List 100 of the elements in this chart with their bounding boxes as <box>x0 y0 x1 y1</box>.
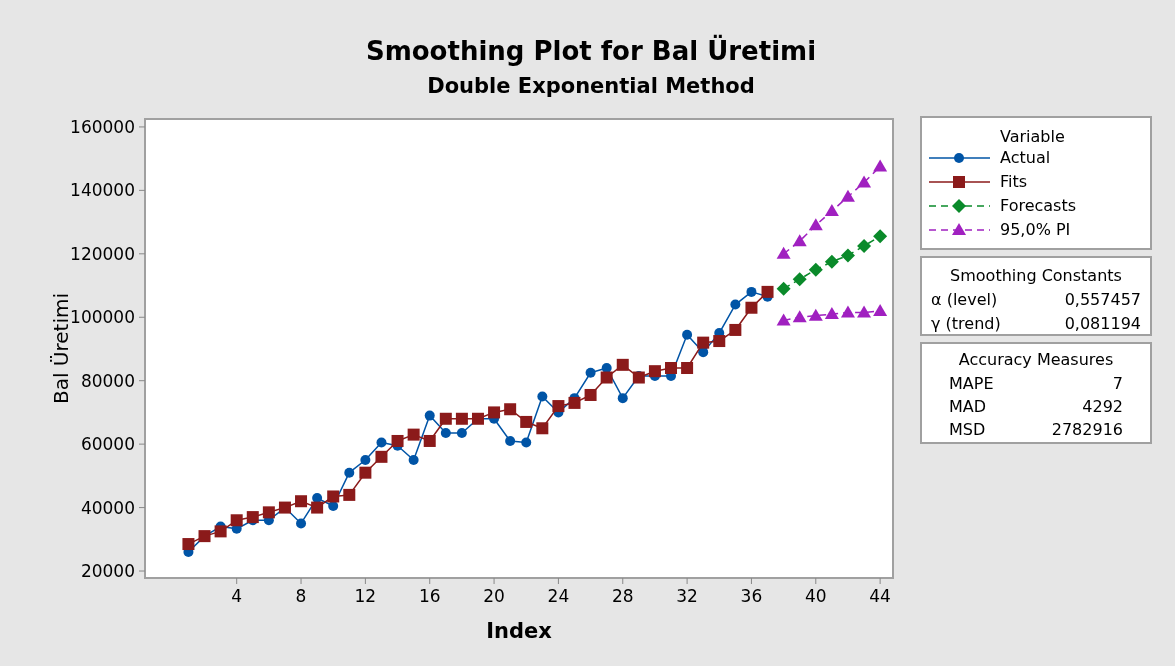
text: 2782916 <box>1051 420 1123 439</box>
legend-label: Fits <box>1000 172 1028 191</box>
text: 4292 <box>1082 397 1123 416</box>
x-tick-label: 12 <box>354 586 377 606</box>
point <box>295 495 308 508</box>
point <box>776 313 791 326</box>
point <box>246 511 259 524</box>
point <box>230 514 243 527</box>
x-axis-title: Index <box>486 619 553 643</box>
text: MAD <box>949 397 987 416</box>
point <box>296 518 307 529</box>
chart-subtitle: Double Exponential Method <box>427 74 755 98</box>
text: 7 <box>1112 374 1123 393</box>
point <box>840 305 855 318</box>
point <box>537 391 548 402</box>
y-tick-label: 20000 <box>80 561 135 582</box>
point <box>456 428 467 439</box>
point <box>873 159 888 172</box>
point <box>857 238 872 253</box>
point <box>423 434 436 447</box>
point <box>311 501 324 514</box>
x-tick-label: 32 <box>676 586 698 606</box>
point <box>648 365 661 378</box>
text: Smoothing Constants <box>950 266 1122 285</box>
chart-title: Smoothing Plot for Bal Üretimi <box>365 34 817 66</box>
point <box>697 336 710 349</box>
point <box>408 455 419 465</box>
point <box>729 323 742 336</box>
y-tick-label: 160000 <box>70 116 135 137</box>
point <box>488 406 501 419</box>
point <box>792 234 807 247</box>
x-tick-label: 36 <box>740 586 763 606</box>
point <box>681 362 694 375</box>
point <box>792 310 807 323</box>
point <box>521 437 532 448</box>
legend-label: Actual <box>1000 148 1051 167</box>
point <box>616 358 629 371</box>
point <box>746 286 757 297</box>
point <box>824 203 839 216</box>
text: γ (trend) <box>931 314 1001 333</box>
point <box>520 415 533 428</box>
y-tick-label: 60000 <box>80 434 135 455</box>
y-tick-label: 40000 <box>80 497 135 518</box>
point <box>391 434 404 447</box>
text: MAPE <box>949 374 994 393</box>
point <box>584 388 597 401</box>
point <box>536 422 549 435</box>
x-tick-label: 24 <box>547 586 570 606</box>
y-axis-title: Bal Üretimi <box>49 292 73 405</box>
point <box>359 466 372 479</box>
x-tick-label: 4 <box>231 586 243 606</box>
point <box>376 437 387 448</box>
point <box>407 428 420 441</box>
point <box>792 272 807 287</box>
point <box>585 367 596 378</box>
text: MSD <box>949 420 986 439</box>
point <box>327 490 340 503</box>
point <box>182 538 195 551</box>
point <box>600 371 613 384</box>
point <box>824 254 839 269</box>
point <box>873 303 888 316</box>
point <box>344 467 355 478</box>
point <box>713 335 726 348</box>
y-tick-label: 120000 <box>70 243 135 264</box>
point <box>440 428 451 439</box>
point <box>439 412 452 425</box>
legend-title: Variable <box>1000 127 1065 146</box>
point <box>808 262 823 277</box>
point <box>552 400 565 413</box>
x-tick-label: 20 <box>483 586 505 606</box>
point <box>505 435 516 446</box>
point <box>840 189 855 202</box>
point <box>745 301 758 314</box>
point <box>665 362 678 375</box>
text: Accuracy Measures <box>958 350 1114 369</box>
point <box>360 455 371 465</box>
point <box>776 281 791 296</box>
legend-label: 95,0% PI <box>1000 220 1071 239</box>
y-tick-label: 80000 <box>80 370 135 391</box>
point <box>424 410 435 421</box>
point <box>761 285 774 298</box>
point <box>808 308 823 321</box>
text: 0,557457 <box>1064 290 1141 309</box>
x-tick-label: 8 <box>295 586 307 606</box>
text: α (level) <box>931 290 998 309</box>
point <box>808 218 823 231</box>
point <box>776 246 791 259</box>
point <box>568 396 581 409</box>
x-tick-label: 16 <box>418 586 441 606</box>
point <box>857 305 872 318</box>
point <box>214 525 227 538</box>
point <box>730 299 741 310</box>
x-tick-label: 40 <box>804 586 827 606</box>
point <box>873 229 888 244</box>
y-tick-label: 140000 <box>70 180 135 201</box>
x-tick-label: 28 <box>611 586 634 606</box>
y-tick-label: 100000 <box>70 307 135 328</box>
point <box>682 329 693 340</box>
point <box>343 488 356 501</box>
point <box>455 412 468 425</box>
